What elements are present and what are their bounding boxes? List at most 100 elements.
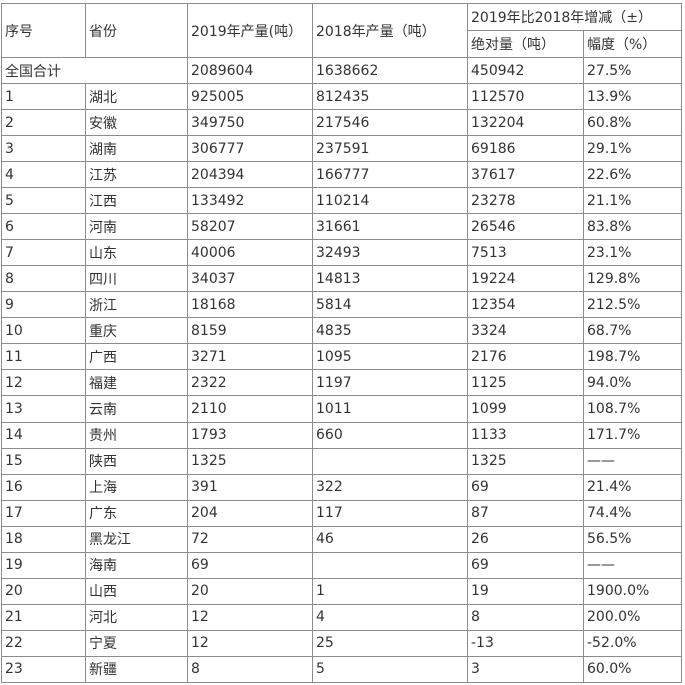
table-row: 14 贵州 1793 660 1133 171.7% (1, 421, 682, 449)
table-row: 21 河北 12 4 8 200.0% (1, 603, 682, 631)
total-2019: 2089604 (187, 57, 313, 85)
seq-cell: 13 (1, 395, 86, 423)
percent-change-cell: 29.1% (583, 135, 682, 163)
output-2019-cell: 133492 (187, 187, 313, 215)
absolute-change-cell: 69 (467, 551, 584, 579)
absolute-change-cell: 87 (467, 499, 584, 527)
header-change: 2019年比2018年增减（±） (467, 2, 682, 32)
percent-change-cell: 21.1% (583, 187, 682, 215)
output-2018-cell (312, 447, 468, 475)
table-row: 1 湖北 925005 812435 112570 13.9% (1, 83, 682, 111)
output-2019-cell: 69 (187, 551, 313, 579)
percent-change-cell: —— (583, 447, 682, 475)
seq-cell: 3 (1, 135, 86, 163)
percent-change-cell: 56.5% (583, 525, 682, 553)
percent-change-cell: 1900.0% (583, 577, 682, 605)
output-2018-cell: 4835 (312, 317, 468, 345)
province-cell: 山西 (85, 577, 188, 605)
output-2019-cell: 3271 (187, 343, 313, 371)
table-row: 4 江苏 204394 166777 37617 22.6% (1, 161, 682, 189)
table-row: 5 江西 133492 110214 23278 21.1% (1, 187, 682, 215)
absolute-change-cell: 2176 (467, 343, 584, 371)
seq-cell: 19 (1, 551, 86, 579)
output-2019-cell: 1325 (187, 447, 313, 475)
output-2018-cell: 5 (312, 655, 468, 684)
output-2018-cell: 1197 (312, 369, 468, 397)
absolute-change-cell: 1099 (467, 395, 584, 423)
output-2018-cell: 14813 (312, 265, 468, 293)
header-absolute: 绝对量（吨） (467, 30, 584, 59)
table-row: 23 新疆 8 5 3 60.0% (1, 655, 682, 684)
table-row: 20 山西 20 1 19 1900.0% (1, 577, 682, 605)
percent-change-cell: 60.0% (583, 655, 682, 684)
output-2019-cell: 34037 (187, 265, 313, 293)
absolute-change-cell: 1325 (467, 447, 584, 475)
absolute-change-cell: 3324 (467, 317, 584, 345)
table-row: 8 四川 34037 14813 19224 129.8% (1, 265, 682, 293)
output-2018-cell: 4 (312, 603, 468, 631)
seq-cell: 12 (1, 369, 86, 397)
table-row: 17 广东 204 117 87 74.4% (1, 499, 682, 527)
seq-cell: 6 (1, 213, 86, 241)
percent-change-cell: 68.7% (583, 317, 682, 345)
header-province: 省份 (85, 2, 188, 59)
seq-cell: 7 (1, 239, 86, 267)
output-2018-cell: 46 (312, 525, 468, 553)
table-row: 10 重庆 8159 4835 3324 68.7% (1, 317, 682, 345)
absolute-change-cell: 19224 (467, 265, 584, 293)
output-2019-cell: 72 (187, 525, 313, 553)
province-cell: 湖北 (85, 83, 188, 111)
percent-change-cell: 108.7% (583, 395, 682, 423)
absolute-change-cell: 7513 (467, 239, 584, 267)
province-cell: 广西 (85, 343, 188, 371)
absolute-change-cell: 37617 (467, 161, 584, 189)
output-2019-cell: 8 (187, 655, 313, 684)
output-2018-cell: 1011 (312, 395, 468, 423)
province-cell: 江苏 (85, 161, 188, 189)
output-2019-cell: 58207 (187, 213, 313, 241)
percent-change-cell: —— (583, 551, 682, 579)
absolute-change-cell: 112570 (467, 83, 584, 111)
seq-cell: 22 (1, 629, 86, 657)
province-cell: 黑龙江 (85, 525, 188, 553)
output-2019-cell: 2110 (187, 395, 313, 423)
table-row: 16 上海 391 322 69 21.4% (1, 473, 682, 501)
output-2019-cell: 306777 (187, 135, 313, 163)
table-row: 2 安徽 349750 217546 132204 60.8% (1, 109, 682, 137)
output-2019-cell: 204 (187, 499, 313, 527)
output-2019-cell: 40006 (187, 239, 313, 267)
output-2019-cell: 12 (187, 629, 313, 657)
output-2019-cell: 391 (187, 473, 313, 501)
header-row-2: 绝对量（吨） 幅度（%） (2, 30, 682, 59)
table-row: 18 黑龙江 72 46 26 56.5% (1, 525, 682, 553)
province-cell: 广东 (85, 499, 188, 527)
table-row: 9 浙江 18168 5814 12354 212.5% (1, 291, 682, 319)
percent-change-cell: 83.8% (583, 213, 682, 241)
output-2018-cell: 31661 (312, 213, 468, 241)
province-cell: 浙江 (85, 291, 188, 319)
output-2018-cell: 237591 (312, 135, 468, 163)
percent-change-cell: 23.1% (583, 239, 682, 267)
output-2018-cell: 812435 (312, 83, 468, 111)
absolute-change-cell: 19 (467, 577, 584, 605)
absolute-change-cell: 3 (467, 655, 584, 684)
output-2019-cell: 925005 (187, 83, 313, 111)
table-row: 7 山东 40006 32493 7513 23.1% (1, 239, 682, 267)
percent-change-cell: 171.7% (583, 421, 682, 449)
seq-cell: 20 (1, 577, 86, 605)
province-cell: 湖南 (85, 135, 188, 163)
total-label: 全国合计 (1, 57, 188, 85)
percent-change-cell: 129.8% (583, 265, 682, 293)
table-row: 22 宁夏 12 25 -13 -52.0% (1, 629, 682, 657)
header-row-1: 序号 省份 2019年产量(吨） 2018年产量（吨） 2019年比2018年增… (1, 2, 682, 59)
percent-change-cell: 13.9% (583, 83, 682, 111)
absolute-change-cell: 12354 (467, 291, 584, 319)
output-2018-cell: 32493 (312, 239, 468, 267)
seq-cell: 8 (1, 265, 86, 293)
output-2018-cell: 322 (312, 473, 468, 501)
percent-change-cell: 94.0% (583, 369, 682, 397)
output-2019-cell: 2322 (187, 369, 313, 397)
output-2019-cell: 18168 (187, 291, 313, 319)
percent-change-cell: 198.7% (583, 343, 682, 371)
table-row: 3 湖南 306777 237591 69186 29.1% (1, 135, 682, 163)
